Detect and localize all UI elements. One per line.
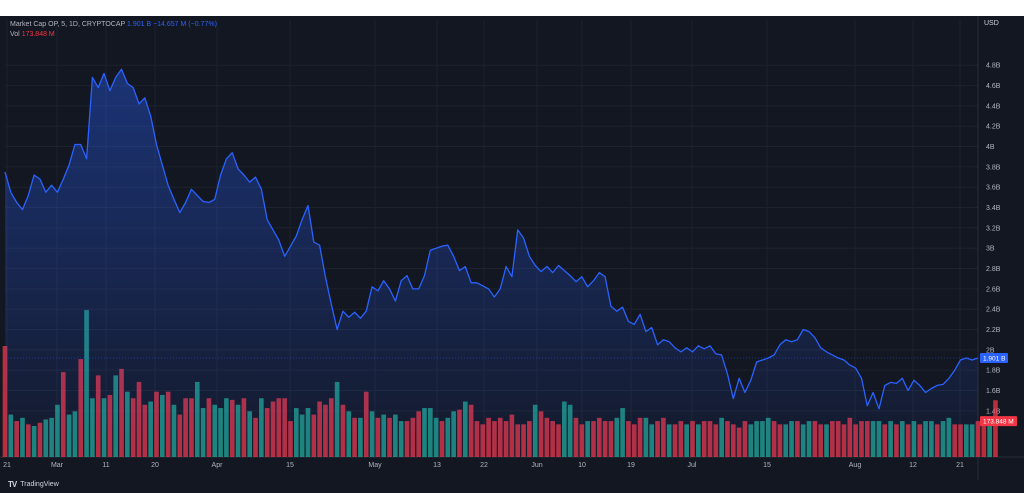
volume-value: 173.848 M bbox=[21, 31, 55, 38]
x-tick-label: Jun bbox=[531, 462, 542, 469]
volume-label[interactable]: Vol bbox=[10, 31, 20, 38]
x-tick-label: 11 bbox=[102, 462, 109, 469]
chart-legend: Market Cap OP, 5, 1D, CRYPTOCAP 1.901 B … bbox=[10, 20, 217, 40]
tradingview-logo-icon[interactable]: TV bbox=[8, 480, 17, 489]
y-tick-label: 2.2B bbox=[986, 327, 1001, 334]
x-tick-label: Jul bbox=[688, 462, 697, 469]
currency-label[interactable]: USD bbox=[984, 20, 999, 27]
y-tick-label: 4.4B bbox=[986, 103, 1001, 110]
market-cap-line[interactable] bbox=[4, 68, 979, 410]
y-tick-label: 3.4B bbox=[986, 205, 1001, 212]
volume-bar bbox=[993, 400, 998, 457]
x-tick-label: 22 bbox=[480, 462, 488, 469]
footer: TV TradingView bbox=[8, 480, 59, 489]
y-tick-label: 1.6B bbox=[986, 388, 1001, 395]
y-tick-label: 2B bbox=[986, 347, 995, 354]
x-tick-label: Aug bbox=[849, 462, 862, 469]
last-price-badge bbox=[980, 352, 1008, 363]
x-tick-label: 19 bbox=[627, 462, 635, 469]
y-tick-label: 2.4B bbox=[986, 307, 1001, 314]
y-tick-label: 1.8B bbox=[986, 368, 1001, 375]
x-tick-label: 15 bbox=[286, 462, 294, 469]
y-tick-label: 4.6B bbox=[986, 83, 1001, 90]
volume-badge-label: 173.848 M bbox=[983, 419, 1014, 426]
x-tick-label: 21 bbox=[956, 462, 964, 469]
symbol-title[interactable]: Market Cap OP, 5, 1D, CRYPTOCAP bbox=[10, 21, 126, 28]
y-tick-label: 3.8B bbox=[986, 164, 1001, 171]
x-tick-label: 21 bbox=[3, 462, 11, 469]
y-tick-label: 4.8B bbox=[986, 63, 1001, 70]
x-tick-label: 13 bbox=[433, 462, 441, 469]
x-tick-label: 12 bbox=[909, 462, 917, 469]
price-change: −14.657 M (−0.77%) bbox=[153, 21, 217, 28]
y-tick-label: 4B bbox=[986, 144, 995, 151]
y-tick-label: 3.6B bbox=[986, 185, 1001, 192]
y-tick-label: 2.6B bbox=[986, 286, 1001, 293]
last-value: 1.901 B bbox=[126, 21, 152, 28]
y-tick-label: 3.2B bbox=[986, 225, 1001, 232]
x-tick-label: Apr bbox=[212, 462, 224, 469]
x-tick-label: 10 bbox=[578, 462, 586, 469]
y-tick-label: 2.8B bbox=[986, 266, 1001, 273]
x-tick-label: Mar bbox=[51, 462, 64, 469]
x-tick-label: May bbox=[368, 462, 382, 469]
volume-bar bbox=[987, 424, 992, 457]
last-price-label: 1.901 B bbox=[983, 355, 1005, 362]
market-cap-area bbox=[5, 69, 978, 458]
x-tick-label: 20 bbox=[151, 462, 159, 469]
chart-svg[interactable]: 1.4B1.6B1.8B2B2.2B2.4B2.6B2.8B3B3.2B3.4B… bbox=[0, 16, 1024, 480]
y-tick-label: 4.2B bbox=[986, 124, 1001, 131]
volume-badge bbox=[980, 416, 1017, 427]
x-tick-label: 15 bbox=[763, 462, 771, 469]
volume-bar bbox=[981, 424, 987, 457]
tradingview-brand[interactable]: TradingView bbox=[20, 481, 59, 488]
y-tick-label: 3B bbox=[986, 246, 995, 253]
